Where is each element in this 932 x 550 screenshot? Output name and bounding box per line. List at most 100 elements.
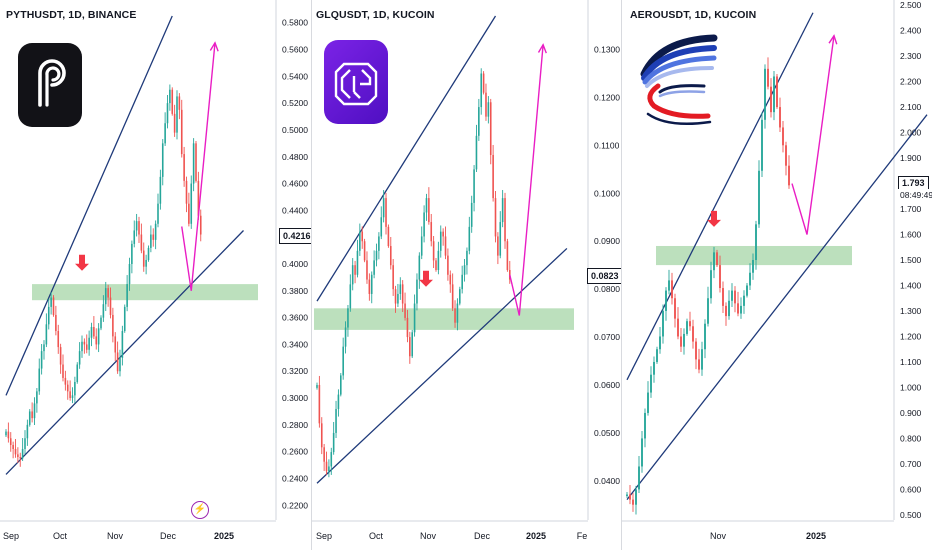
candle-body: [100, 317, 102, 329]
candle-body: [19, 457, 22, 459]
candle-body: [480, 73, 483, 108]
candle-body: [761, 119, 763, 171]
candle-body: [499, 222, 502, 256]
candle-body: [71, 395, 74, 399]
y-tick-label: 1.000: [900, 382, 922, 392]
candle-body: [683, 333, 685, 347]
projection-arrowhead: [537, 43, 547, 54]
candle-body: [50, 297, 52, 307]
candle-body: [166, 103, 169, 124]
candle-body: [325, 461, 328, 472]
y-tick-label: 0.3000: [282, 393, 308, 403]
y-tick-label: 0.800: [900, 433, 922, 443]
candle-body: [131, 243, 133, 264]
candle-body: [644, 412, 646, 439]
candle-body: [66, 384, 69, 392]
channel-trendline: [5, 230, 244, 475]
candle-body: [36, 391, 38, 404]
channel-trendline: [626, 12, 814, 381]
y-tick-label: 1.200: [900, 331, 922, 341]
candle-body: [776, 76, 778, 108]
candle-body: [351, 265, 354, 285]
candle-body: [447, 255, 449, 275]
candle-body: [150, 234, 152, 248]
candle-body: [171, 89, 174, 114]
support-zone: [32, 284, 258, 301]
candle-body: [5, 431, 7, 436]
candle-body: [74, 381, 76, 396]
candle-body: [88, 337, 90, 350]
x-tick-label: Nov: [420, 531, 437, 541]
candle-body: [638, 466, 640, 490]
candle-body: [454, 308, 456, 323]
last-price-label: 1.793: [898, 176, 929, 190]
candle-body: [323, 447, 325, 462]
glqusdt-chart-canvas[interactable]: 0.1300 0.1200 0.1100 0.1000 0.0900 0.0800 0.07…: [312, 0, 622, 550]
candle-body: [197, 180, 200, 216]
candle-body: [451, 284, 454, 309]
channel-trendline: [316, 247, 568, 484]
projection-arrowhead: [209, 41, 219, 52]
candle-body: [677, 318, 679, 337]
y-tick-label: 0.900: [900, 408, 922, 418]
chart-panel-pythusdt[interactable]: 0.5800 0.5600 0.5400 0.5200 0.5000 0.4800 0.46…: [0, 0, 311, 550]
y-tick-label: 0.3800: [282, 286, 308, 296]
candle-body: [710, 270, 712, 299]
candle-body: [692, 326, 694, 342]
candle-body: [57, 331, 60, 348]
candle-body: [416, 279, 418, 304]
y-tick-label: 0.1100: [594, 140, 620, 150]
candle-body: [501, 198, 504, 223]
candle-body: [347, 308, 349, 328]
candle-body: [133, 230, 136, 244]
candle-body: [354, 265, 356, 275]
candle-body: [188, 203, 190, 224]
candle-body: [641, 438, 643, 467]
candle-body: [169, 89, 171, 104]
candle-body: [394, 289, 397, 304]
lightning-icon[interactable]: ⚡: [191, 501, 209, 519]
candle-body: [361, 231, 364, 242]
candle-body: [647, 392, 649, 413]
candle-body: [344, 327, 347, 347]
y-tick-label: 0.1200: [594, 92, 620, 102]
candle-body: [140, 234, 143, 251]
candle-body: [435, 260, 437, 270]
candle-body: [635, 489, 637, 505]
candle-body: [81, 341, 83, 352]
y-tick-label: 0.4800: [282, 152, 308, 162]
y-tick-label: 0.700: [900, 459, 922, 469]
candle-body: [686, 321, 688, 334]
projection-arrowhead: [828, 34, 838, 45]
aero-logo-icon: [638, 34, 718, 130]
candle-body: [418, 255, 421, 280]
chart-panel-glqusdt[interactable]: 0.1300 0.1200 0.1100 0.1000 0.0900 0.0800 0.07…: [311, 0, 622, 550]
x-tick-label: Oct: [53, 531, 68, 541]
candle-body: [399, 284, 402, 294]
pyth-logo-icon: [18, 43, 82, 127]
pythusdt-chart-canvas[interactable]: 0.5800 0.5600 0.5400 0.5200 0.5000 0.4800 0.46…: [0, 0, 311, 550]
candle-body: [157, 203, 159, 224]
candle-body: [173, 113, 176, 133]
x-tick-label: 2025: [806, 531, 826, 541]
candle-body: [449, 274, 452, 285]
chart-panel-aerousdt[interactable]: 2.500 2.400 2.300 2.200 2.100 2.000 1.900 1.700…: [621, 0, 932, 550]
y-tick-label: 2.500: [900, 0, 922, 10]
x-tick-label: 2025: [214, 531, 234, 541]
candle-body: [665, 290, 667, 311]
candle-body: [734, 290, 736, 304]
candle-body: [401, 284, 404, 304]
candle-body: [14, 448, 17, 455]
aerousdt-chart-canvas[interactable]: 2.500 2.400 2.300 2.200 2.100 2.000 1.900 1.700…: [622, 0, 932, 550]
candle-body: [785, 145, 787, 166]
candle-body: [335, 408, 337, 433]
y-tick-label: 0.3600: [282, 313, 308, 323]
candle-body: [767, 68, 769, 87]
candle-body: [728, 300, 730, 317]
candle-body: [758, 170, 760, 225]
candle-body: [695, 341, 697, 360]
last-price-label: 0.0823: [587, 268, 622, 284]
projection-path: [181, 42, 216, 291]
candle-body: [380, 217, 383, 237]
candle-body: [121, 331, 124, 358]
